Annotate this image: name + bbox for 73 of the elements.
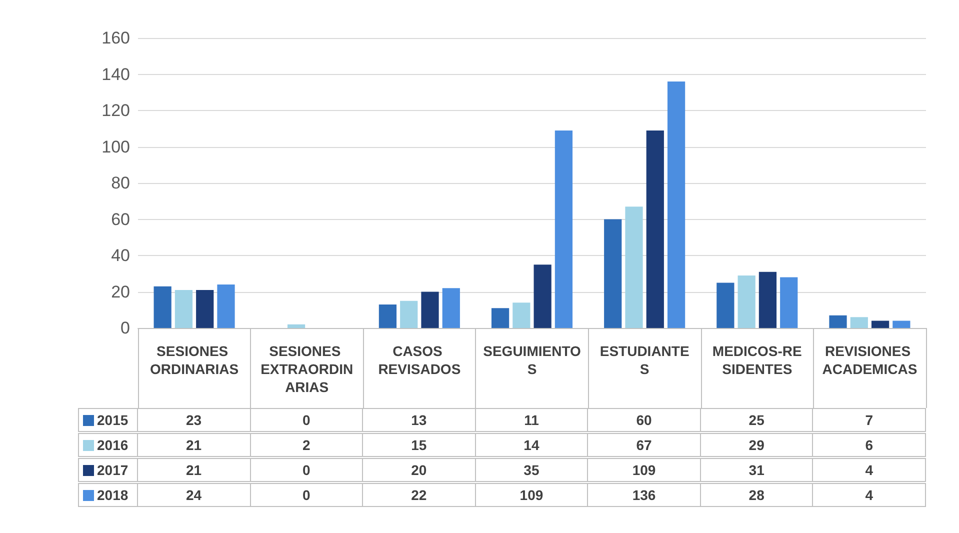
y-tick-label: 100 [102,137,130,156]
data-label: 60 [588,408,701,432]
y-tick-label: 40 [111,246,130,265]
bar [892,320,910,328]
bar [534,264,552,328]
bar [491,308,510,328]
y-tick-label: 160 [102,28,130,48]
bar [625,206,643,328]
y-tick-label: 20 [111,282,130,302]
data-label: 136 [588,483,701,507]
bar [667,82,686,328]
legend-label: 2016 [97,437,128,453]
data-label: 11 [476,408,588,432]
x-tick-label: ESTUDIANTES [600,343,690,377]
y-tick-label: 60 [111,210,130,229]
bar [871,320,890,328]
data-label: 28 [700,483,814,507]
bar [400,300,418,328]
y-tick-label: 80 [111,174,130,192]
data-label: 0 [250,483,364,507]
bar [850,317,868,328]
data-label: 7 [813,408,926,432]
legend-label: 2018 [97,487,128,503]
bar [780,277,798,328]
y-tick-label: 120 [102,101,130,120]
bar [554,130,573,328]
data-label: 109 [476,483,588,507]
bar [604,219,622,328]
data-label: 13 [363,408,476,432]
bar [442,288,460,328]
legend-label: 2017 [97,462,128,478]
data-label: 4 [813,483,926,507]
x-tick-label: SESIONES EXTRAORDINARIAS [260,343,354,395]
x-tick-label: MEDICOS-RESIDENTES [712,343,802,377]
bar [758,272,777,328]
data-label: 15 [363,433,476,457]
x-tick-label: REVISIONES ACADEMICAS [822,343,918,377]
bar [378,304,397,328]
bar [287,324,306,328]
bar [738,275,756,328]
x-tick-label: SEGUIMIENTOS [483,343,581,377]
x-tick-label: CASOS REVISADOS [378,343,461,377]
data-label: 14 [476,433,588,457]
bar [716,282,734,328]
data-label: 31 [700,458,814,482]
data-label: 21 [138,433,251,457]
bar [829,315,847,328]
bar [196,290,214,328]
data-label: 0 [250,458,364,482]
y-tick-label: 140 [102,64,130,84]
data-label: 35 [476,458,588,482]
data-label: 25 [700,408,814,432]
data-label: 2 [250,433,364,457]
data-label: 6 [813,433,926,457]
x-tick-label: SESIONES ORDINARIAS [150,343,239,377]
data-label: 0 [250,408,364,432]
y-tick-label: 0 [120,318,130,338]
data-label: 109 [588,458,701,482]
data-label: 22 [363,483,476,507]
data-label: 67 [588,433,701,457]
bar [421,292,439,328]
data-label: 20 [363,458,476,482]
data-label: 4 [813,458,926,482]
data-label: 24 [138,483,251,507]
bar [512,302,530,328]
data-label: 29 [700,433,814,457]
data-label: 21 [138,458,251,482]
bar [646,130,664,328]
bar [217,284,235,328]
bar [174,290,193,328]
legend-label: 2015 [97,412,128,428]
data-label: 23 [138,408,251,432]
bar [154,286,172,328]
